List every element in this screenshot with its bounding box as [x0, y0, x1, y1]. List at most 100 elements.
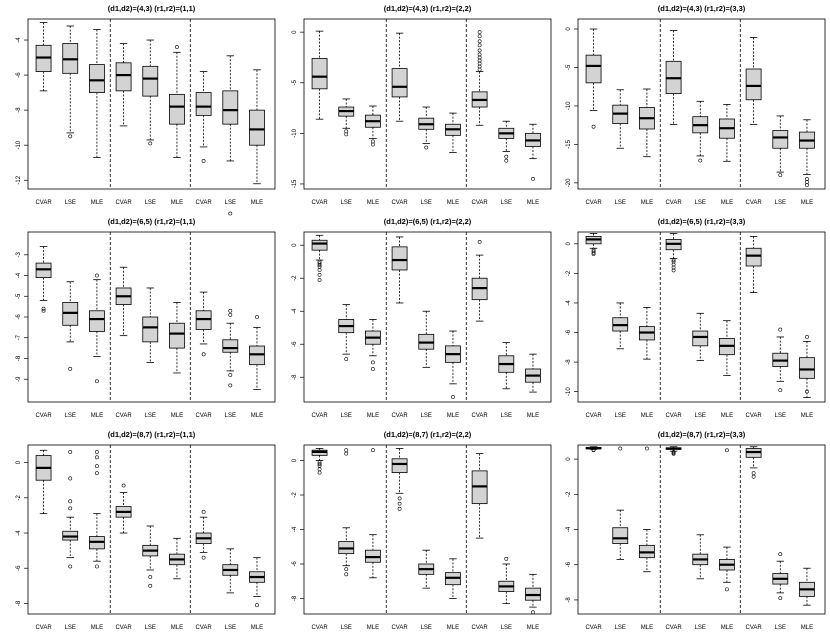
outlier-point [371, 448, 375, 453]
outlier-point [504, 556, 509, 561]
x-category-label: CVAR [745, 200, 762, 206]
box-lse-group1 [612, 302, 629, 350]
x-category-label: MLE [367, 200, 379, 206]
y-tick-label: -10 [566, 387, 572, 396]
x-category-label: MLE [251, 413, 263, 419]
outlier-point [397, 506, 402, 511]
y-tick-label: -8 [16, 600, 22, 606]
y-tick-label: -8 [292, 374, 298, 380]
y-tick-label: 0 [566, 457, 572, 461]
outlier-point [778, 388, 783, 393]
outlier-point [371, 142, 375, 147]
outlier-point [671, 268, 676, 273]
outlier-point [317, 268, 322, 272]
outlier-point [477, 52, 482, 57]
outlier-point [591, 252, 596, 257]
y-tick-label: -2 [292, 275, 298, 281]
box-cvar-group3 [195, 291, 212, 357]
outlier-point [477, 67, 482, 72]
outlier-point [68, 506, 73, 511]
y-tick-label: -8 [292, 595, 298, 601]
box-mle-group1 [365, 105, 381, 147]
outlier-point [317, 273, 322, 277]
x-category-label: CVAR [35, 625, 52, 631]
y-tick-label: -8 [16, 107, 22, 113]
outlier-point [778, 173, 783, 178]
iqr-box [89, 64, 105, 94]
iqr-box [391, 68, 408, 98]
box-mle-group2 [169, 537, 185, 580]
outlier-point [477, 64, 482, 69]
outlier-point [371, 367, 375, 371]
outlier-point [504, 158, 509, 163]
box-lse-group3 [222, 55, 239, 216]
iqr-box [745, 68, 762, 101]
box-lse-group2 [418, 549, 435, 589]
x-category-label: CVAR [311, 200, 328, 206]
outlier-point [645, 446, 649, 451]
outlier-point [344, 357, 349, 361]
plot-frame [27, 18, 276, 190]
outlier-point [228, 308, 233, 313]
box-lse-group3 [498, 556, 515, 605]
box-cvar-group1 [585, 446, 602, 453]
plot-frame [577, 18, 826, 190]
outlier-point [148, 583, 153, 588]
x-category-label: MLE [447, 413, 459, 419]
x-category-label: LSE [225, 625, 236, 631]
box-mle-group3 [249, 557, 265, 608]
box-lse-group1 [338, 304, 355, 361]
x-category-label: LSE [501, 200, 512, 206]
outlier-point [477, 58, 482, 63]
panel-title: (d1,d2)=(6,5) (r1,r2)=(2,2) [384, 217, 472, 226]
outlier-point [477, 34, 482, 39]
box-mle-group1 [639, 88, 655, 158]
box-mle-group3 [799, 119, 815, 188]
panel-title: (d1,d2)=(8,7) (r1,r2)=(1,1) [108, 430, 196, 439]
iqr-box [222, 90, 239, 125]
y-tick-label: 0 [16, 460, 22, 464]
x-category-label: CVAR [585, 413, 602, 419]
outlier-point [95, 471, 99, 476]
box-mle-group1 [89, 29, 105, 158]
box-cvar-group1 [35, 449, 52, 515]
x-category-label: MLE [641, 625, 653, 631]
x-category-label: LSE [421, 625, 432, 631]
x-category-label: MLE [721, 200, 733, 206]
box-mle-group2 [719, 103, 735, 162]
box-mle-group3 [799, 335, 815, 398]
outlier-point [477, 240, 482, 244]
y-tick-label: -5 [292, 79, 298, 85]
box-cvar-group1 [585, 28, 602, 129]
outlier-point [671, 451, 676, 456]
box-lse-group3 [222, 308, 239, 388]
box-mle-group3 [799, 567, 815, 606]
outlier-point [255, 315, 259, 319]
y-tick-label: -2 [292, 492, 298, 498]
outlier-point [317, 277, 322, 282]
outlier-point [148, 575, 153, 579]
outlier-point [317, 263, 322, 267]
outlier-point [68, 450, 73, 454]
outlier-point [228, 211, 233, 216]
box-mle-group3 [249, 69, 265, 185]
x-category-label: CVAR [585, 200, 602, 206]
x-category-label: LSE [341, 200, 352, 206]
panel-8: (d1,d2)=(8,7) (r1,r2)=(2,2) -8 -6 -4 -2 0 CVAR… [292, 430, 552, 631]
outlier-point [424, 145, 429, 150]
box-cvar-group2 [665, 233, 682, 273]
iqr-box [745, 247, 762, 267]
box-lse-group1 [62, 25, 79, 139]
iqr-box [89, 310, 105, 332]
iqr-box [612, 527, 629, 544]
box-mle-group2 [169, 302, 185, 374]
box-mle-group2 [445, 558, 461, 599]
box-lse-group1 [338, 98, 355, 137]
outlier-point [95, 564, 99, 569]
box-mle-group2 [445, 330, 461, 399]
outlier-point [201, 159, 206, 163]
outlier-point [591, 124, 596, 129]
x-category-label: CVAR [391, 413, 408, 419]
panel-2: (d1,d2)=(4,3) (r1,r2)=(2,2) -15 -10 -5 0 CVAR… [292, 4, 552, 206]
y-tick-label: -8 [566, 597, 572, 603]
